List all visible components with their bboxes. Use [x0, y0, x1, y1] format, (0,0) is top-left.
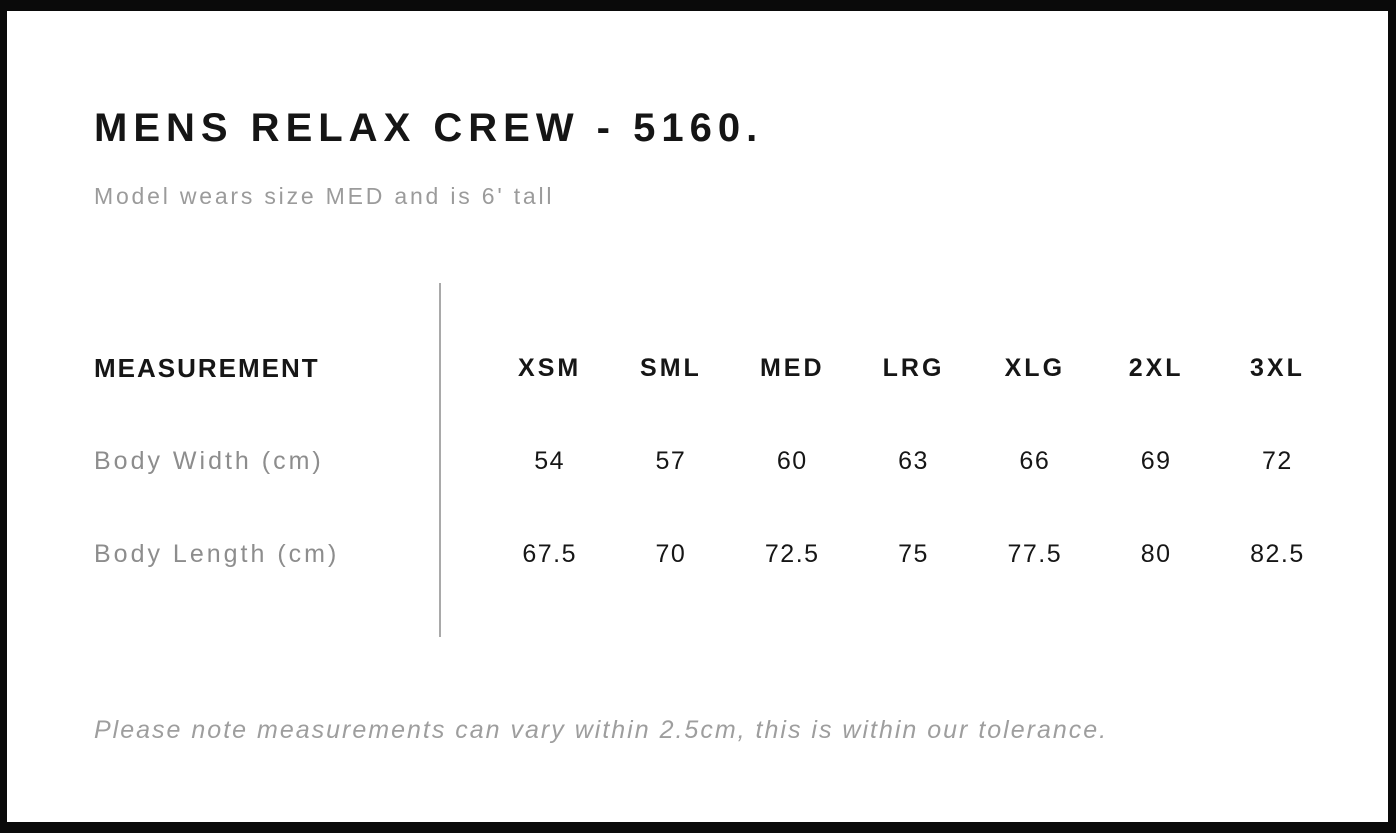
- tolerance-note: Please note measurements can vary within…: [94, 716, 1109, 744]
- body-width-cells: 54 57 60 63 66 69 72: [489, 447, 1338, 476]
- body-width-value-xlg: 66: [1019, 447, 1051, 475]
- body-length-value-xsm: 67.5: [522, 540, 577, 568]
- body-width-value-sml: 57: [655, 447, 687, 475]
- table-row-body-width: Body Width (cm) 54 57 60 63 66 69 72: [94, 415, 1344, 508]
- table-vertical-divider: [439, 283, 441, 637]
- size-column-header-lrg: LRG: [882, 354, 945, 382]
- body-width-value-3xl: 72: [1262, 447, 1293, 475]
- body-length-value-sml: 70: [655, 540, 687, 568]
- row-label-body-width: Body Width (cm): [94, 447, 324, 475]
- model-size-subtitle: Model wears size MED and is 6' tall: [94, 183, 555, 209]
- measurement-column-header: MEASUREMENT: [94, 353, 320, 383]
- page-title: MENS RELAX CREW - 5160.: [94, 106, 764, 150]
- body-width-value-2xl: 69: [1140, 447, 1172, 475]
- body-length-value-xlg: 77.5: [1007, 540, 1063, 568]
- table-header-row: MEASUREMENT XSM SML MED LRG XLG 2XL 3XL: [94, 322, 1344, 415]
- size-column-header-xsm: XSM: [518, 354, 582, 382]
- body-width-value-xsm: 54: [534, 447, 566, 475]
- size-column-header-sml: SML: [640, 354, 702, 382]
- size-column-header-3xl: 3XL: [1250, 354, 1305, 382]
- size-table: MEASUREMENT XSM SML MED LRG XLG 2XL 3XL …: [94, 322, 1344, 601]
- size-column-header-med: MED: [759, 354, 825, 382]
- body-length-cells: 67.5 70 72.5 75 77.5 80 82.5: [489, 540, 1338, 569]
- body-length-value-lrg: 75: [898, 540, 929, 568]
- table-row-body-length: Body Length (cm) 67.5 70 72.5 75 77.5 80…: [94, 508, 1344, 601]
- size-column-header-xlg: XLG: [1004, 354, 1066, 382]
- row-label-body-length: Body Length (cm): [94, 540, 340, 568]
- body-length-value-3xl: 82.5: [1250, 540, 1305, 568]
- body-width-value-lrg: 63: [898, 447, 929, 475]
- body-width-value-med: 60: [776, 447, 808, 475]
- body-length-value-med: 72.5: [764, 540, 820, 568]
- size-column-header-2xl: 2XL: [1128, 354, 1184, 382]
- body-length-value-2xl: 80: [1140, 540, 1172, 568]
- size-header-cells: XSM SML MED LRG XLG 2XL 3XL: [489, 354, 1338, 383]
